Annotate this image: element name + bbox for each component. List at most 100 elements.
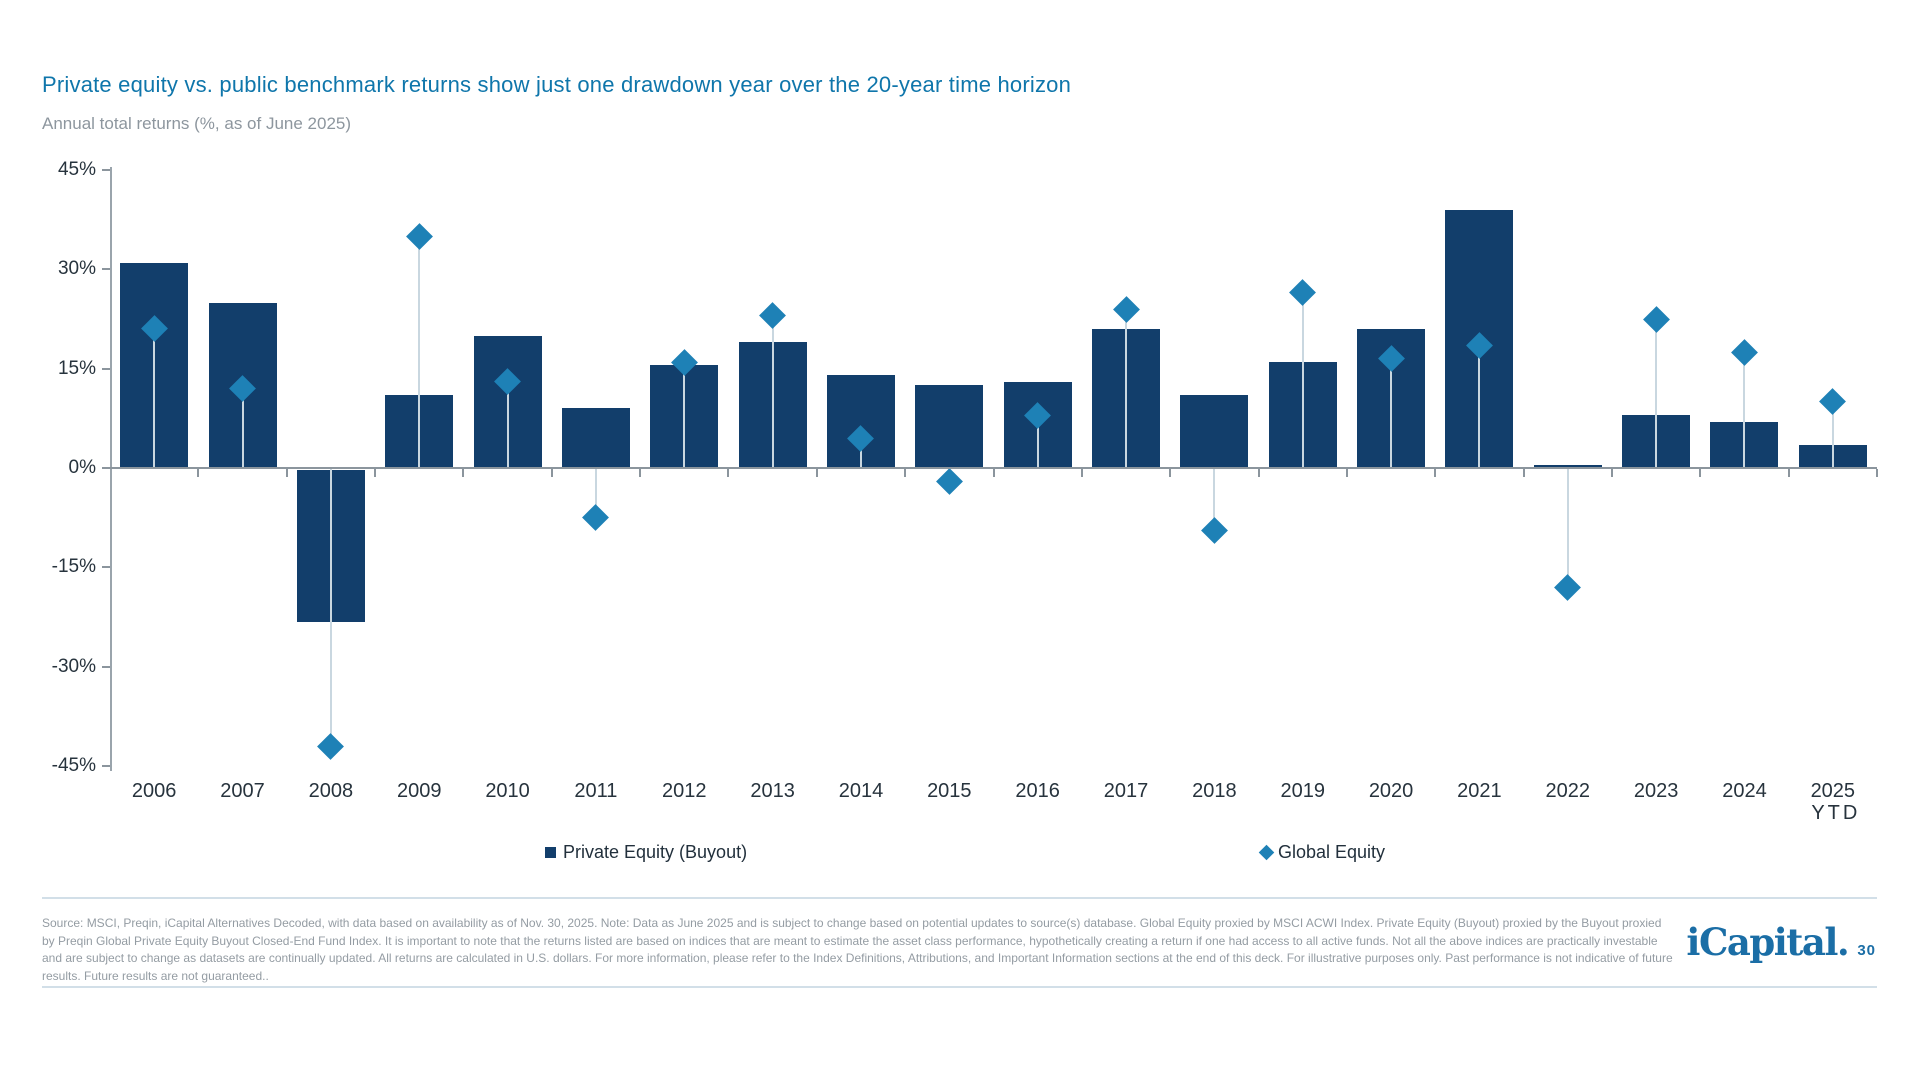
ge-diamond-2009 [405, 222, 433, 250]
ge-stem-2016 [1036, 415, 1039, 468]
ge-diamond-2023 [1642, 305, 1670, 333]
ge-stem-2009 [418, 236, 421, 468]
y-axis-label: -45% [51, 754, 96, 776]
y-axis-tick [102, 467, 110, 469]
ge-stem-2025 [1831, 401, 1834, 468]
pe-bar-2011 [561, 408, 630, 468]
x-axis-label-2018: 2018 [1192, 780, 1237, 802]
y-axis-line [110, 167, 112, 771]
footer-divider-bottom [42, 986, 1877, 988]
legend-label: Private Equity (Buyout) [563, 842, 748, 862]
ge-stem-2023 [1655, 319, 1658, 468]
x-axis-tick [815, 469, 818, 477]
source-footnote: Source: MSCI, Preqin, iCapital Alternati… [42, 916, 1673, 983]
legend-label: Global Equity [1278, 842, 1386, 862]
x-axis-tick [550, 469, 553, 477]
x-axis-label-2020: 2020 [1368, 780, 1414, 802]
x-axis-label-2007: 2007 [220, 780, 265, 802]
x-axis-tick [197, 469, 200, 477]
x-axis-tick [1787, 469, 1790, 477]
chart-subtitle: Annual total returns (%, as of June 2025… [42, 114, 352, 133]
footer-divider-top [42, 897, 1877, 899]
ge-diamond-2013 [759, 302, 787, 330]
x-axis-tick [1169, 469, 1172, 477]
x-axis-label-2009: 2009 [396, 780, 442, 802]
ge-diamond-2018 [1200, 517, 1228, 545]
pe-bar-2022 [1533, 464, 1602, 468]
global-equity-diamond-icon [1258, 844, 1275, 861]
x-axis-label-2016: 2016 [1015, 780, 1060, 802]
ge-diamond-2024 [1731, 338, 1758, 366]
ge-stem-2013 [771, 315, 774, 468]
pe-bar-2015 [915, 385, 984, 468]
y-axis-label: -30% [51, 655, 96, 677]
x-axis-tick [1080, 469, 1083, 477]
x-axis-tick [374, 469, 377, 477]
ge-stem-2017 [1125, 309, 1128, 468]
ge-stem-2008 [329, 468, 332, 747]
x-axis-tick [285, 469, 288, 477]
ge-stem-2010 [506, 381, 509, 468]
x-axis-label-2021: 2021 [1457, 780, 1502, 802]
ge-stem-2007 [241, 388, 244, 468]
x-axis-tick [1522, 469, 1525, 477]
x-axis-label-2017: 2017 [1103, 780, 1149, 802]
logo-wordmark: iCapital. [1686, 920, 1849, 964]
ge-stem-2012 [683, 362, 686, 468]
ge-diamond-2017 [1112, 295, 1140, 323]
x-axis-tick [904, 469, 907, 477]
ge-diamond-2015 [935, 467, 963, 495]
y-axis-label: 30% [57, 258, 96, 280]
x-axis-label-2008: 2008 [308, 780, 354, 802]
y-axis-label: 15% [57, 357, 96, 379]
ge-stem-2021 [1478, 345, 1481, 468]
x-axis-tick [1345, 469, 1348, 477]
ge-stem-2024 [1743, 352, 1746, 468]
ge-stem-2022 [1566, 468, 1569, 588]
x-axis-label-2006: 2006 [131, 780, 177, 802]
x-axis-label-2025: 2025 YTD [1785, 780, 1881, 824]
ge-stem-2011 [594, 468, 597, 518]
x-axis-label-2015: 2015 [927, 780, 972, 802]
x-axis-baseline [110, 467, 1877, 469]
ge-diamond-2011 [582, 504, 610, 532]
ge-stem-2018 [1213, 468, 1216, 531]
y-axis-tick [102, 665, 110, 668]
ge-stem-2006 [153, 328, 156, 468]
x-axis-tick [1257, 469, 1260, 477]
y-axis-tick [102, 764, 110, 767]
x-axis-tick [639, 469, 642, 477]
x-axis-label-2012: 2012 [662, 780, 707, 802]
ge-diamond-2008 [317, 732, 345, 760]
x-axis-label-2019: 2019 [1280, 780, 1325, 802]
ge-stem-2014 [859, 438, 862, 468]
ge-diamond-2019 [1289, 279, 1317, 306]
y-axis-tick [102, 268, 110, 271]
x-axis-label-2010: 2010 [485, 780, 530, 802]
x-axis-label-2011: 2011 [574, 780, 618, 802]
x-axis-tick [1610, 469, 1613, 477]
x-axis-tick [727, 469, 730, 477]
page-number: 30 [1857, 942, 1876, 959]
x-axis-tick [1699, 469, 1702, 477]
y-axis-label: -15% [51, 556, 96, 578]
x-axis-tick [462, 469, 465, 477]
x-axis-tick [992, 469, 995, 477]
y-axis-tick [102, 566, 110, 569]
pe-bar-2018 [1180, 395, 1249, 468]
icapital-logo: iCapital. 30 [1686, 920, 1876, 964]
ge-stem-2019 [1301, 292, 1304, 468]
page-title: Private equity vs. public benchmark retu… [42, 72, 1072, 97]
x-axis-label-2013: 2013 [750, 780, 795, 802]
ge-diamond-2025 [1819, 388, 1847, 416]
x-axis-label-2023: 2023 [1633, 780, 1679, 802]
x-axis-label-2022: 2022 [1545, 780, 1591, 802]
y-axis-label: 0% [68, 457, 96, 478]
y-axis-tick [102, 367, 110, 370]
x-axis-label-2014: 2014 [838, 780, 884, 802]
y-axis-tick [102, 169, 110, 172]
x-axis-label-2024: 2024 [1722, 780, 1767, 802]
x-axis-tick [1876, 469, 1878, 477]
private-equity-swatch-icon [545, 847, 556, 858]
